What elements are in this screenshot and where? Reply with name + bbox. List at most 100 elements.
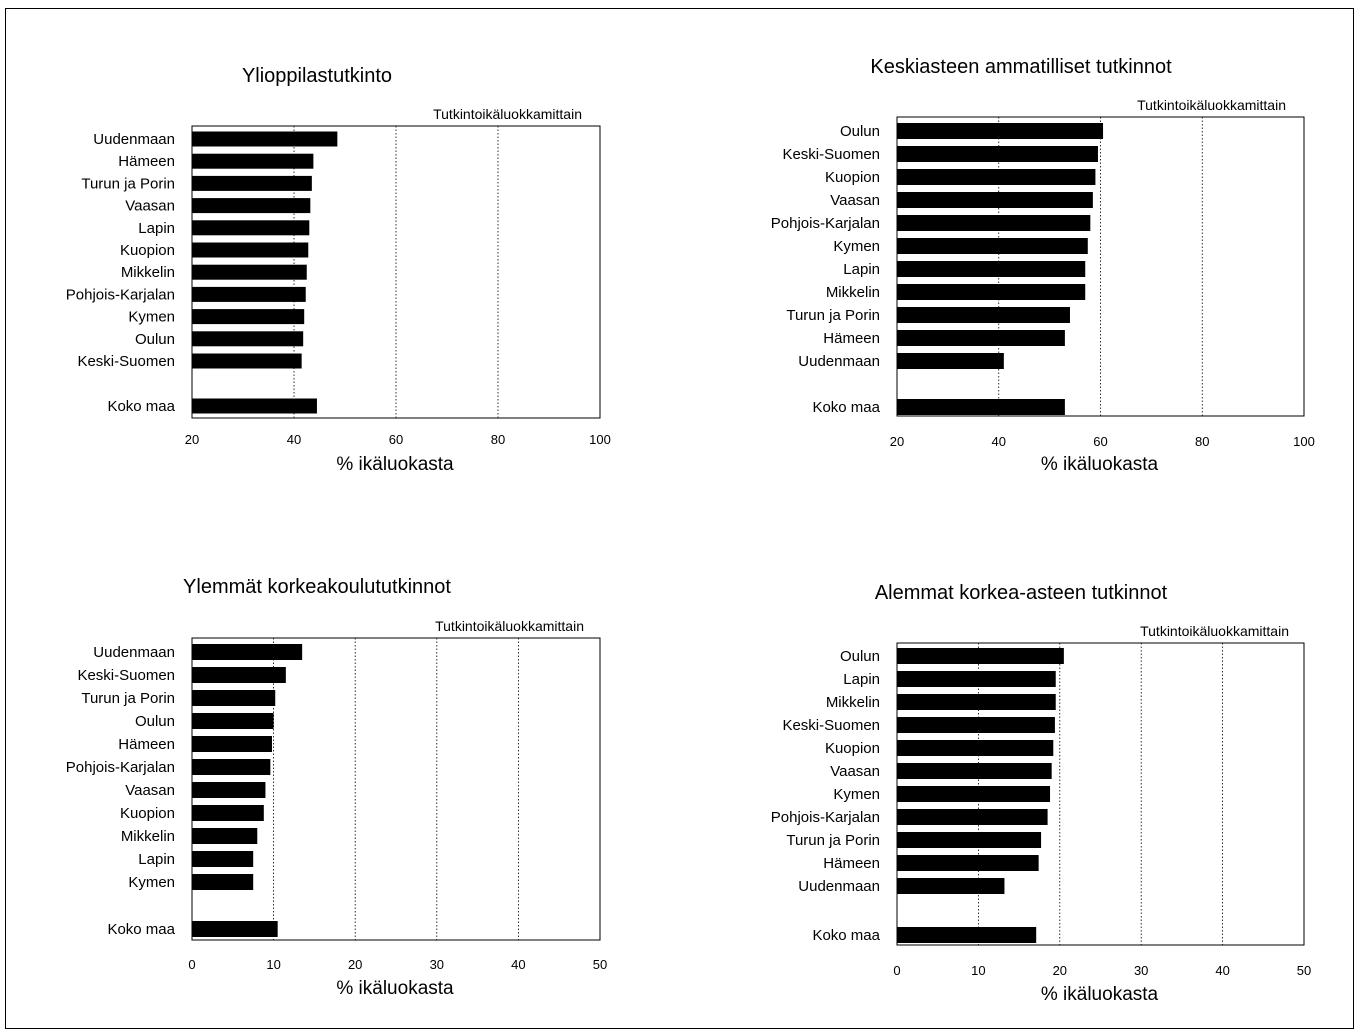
chart-1-x-tick-label-3: 80 [1195, 434, 1209, 449]
chart-0-bar-11 [192, 398, 317, 414]
chart-0-bar-2 [192, 175, 312, 191]
chart-1-bar-0 [897, 123, 1104, 139]
chart-0-x-tick-label-4: 100 [589, 432, 611, 447]
chart-1-x-tick-label-4: 100 [1293, 434, 1315, 449]
chart-3-bar-2 [897, 694, 1056, 710]
chart-0-bar-3 [192, 198, 311, 214]
chart-3-bar-7 [897, 809, 1048, 825]
chart-0-x-tick-label-2: 60 [389, 432, 403, 447]
chart-1-category-label-0: Oulun [840, 123, 880, 140]
chart-2-bar-2 [192, 690, 276, 706]
chart-2-bar-4 [192, 736, 272, 752]
chart-3-bar-1 [897, 671, 1056, 687]
chart-3-category-label-3: Keski-Suomen [782, 717, 880, 734]
chart-3-bar-4 [897, 740, 1054, 756]
chart-1-category-label-4: Pohjois-Karjalan [771, 215, 880, 232]
chart-0-x-tick-label-3: 80 [491, 432, 505, 447]
chart-2-subtitle: Tutkintoikäluokkamittain [435, 618, 584, 634]
chart-1-bar-2 [897, 169, 1096, 185]
chart-2-plot-frame [191, 637, 601, 941]
chart-1-category-label-9: Hämeen [823, 330, 880, 347]
chart-0-category-label-9: Oulun [135, 331, 175, 348]
chart-2-bar-3 [192, 713, 274, 729]
chart-2-category-label-3: Oulun [135, 713, 175, 730]
chart-3-x-axis-label: % ikäluokasta [1041, 984, 1159, 1005]
chart-1-category-label-5: Kymen [833, 238, 880, 255]
chart-0-category-label-8: Kymen [128, 309, 175, 326]
chart-2-category-label-8: Mikkelin [121, 828, 175, 845]
chart-3-bar-5 [897, 763, 1052, 779]
chart-1-bar-11 [897, 399, 1065, 415]
chart-2-bar-9 [192, 851, 254, 867]
chart-2-x-tick-label-1: 10 [266, 957, 280, 972]
chart-1-category-label-3: Vaasan [830, 192, 880, 209]
chart-3-category-label-4: Kuopion [825, 740, 880, 757]
chart-0-x-axis-label: % ikäluokasta [336, 454, 454, 475]
chart-1-category-label-1: Keski-Suomen [782, 146, 880, 163]
chart-2-category-label-2: Turun ja Porin [81, 690, 175, 707]
page-frame [5, 8, 1354, 1029]
chart-3-category-label-11: Koko maa [812, 927, 880, 944]
chart-3-plot-frame [896, 642, 1305, 946]
chart-1-subtitle: Tutkintoikäluokkamittain [1137, 97, 1286, 113]
chart-2-x-tick-label-5: 50 [593, 957, 607, 972]
chart-2-x-tick-label-0: 0 [188, 957, 195, 972]
chart-2-x-tick-label-2: 20 [348, 957, 362, 972]
chart-3-category-label-1: Lapin [843, 671, 880, 688]
chart-3-category-label-6: Kymen [833, 786, 880, 803]
chart-0-bar-7 [192, 286, 306, 302]
chart-0-category-label-0: Uudenmaan [93, 131, 175, 148]
chart-2-category-label-6: Vaasan [125, 782, 175, 799]
chart-3-x-tick-label-0: 0 [893, 963, 900, 978]
chart-1-category-label-10: Uudenmaan [798, 353, 880, 370]
chart-0-plot-frame [191, 125, 601, 419]
chart-1-x-axis-label: % ikäluokasta [1041, 454, 1159, 475]
chart-1-bar-6 [897, 261, 1086, 277]
chart-0-category-label-6: Mikkelin [121, 264, 175, 281]
chart-1-x-tick-label-1: 40 [992, 434, 1006, 449]
chart-1-plot-frame [896, 116, 1305, 417]
chart-2-x-axis-label: % ikäluokasta [336, 978, 454, 999]
chart-2-bar-10 [192, 874, 254, 890]
chart-0-category-label-5: Kuopion [120, 242, 175, 259]
chart-1-category-label-6: Lapin [843, 261, 880, 278]
chart-3-bar-0 [897, 648, 1064, 664]
chart-2-category-label-5: Pohjois-Karjalan [66, 759, 175, 776]
chart-3-category-label-10: Uudenmaan [798, 878, 880, 895]
chart-0-category-label-7: Pohjois-Karjalan [66, 286, 175, 303]
chart-0-x-tick-label-0: 20 [185, 432, 199, 447]
chart-0-category-label-10: Keski-Suomen [77, 353, 175, 370]
chart-0-category-label-1: Hämeen [118, 153, 175, 170]
chart-2-bar-7 [192, 805, 264, 821]
chart-2-bar-1 [192, 667, 286, 683]
chart-3-title: Alemmat korkea-asteen tutkinnot [875, 582, 1168, 604]
chart-1-title: Keskiasteen ammatilliset tutkinnot [870, 56, 1172, 78]
chart-1-x-tick-label-2: 60 [1093, 434, 1107, 449]
chart-1-category-label-7: Mikkelin [826, 284, 880, 301]
chart-2-category-label-0: Uudenmaan [93, 644, 175, 661]
chart-0-bar-1 [192, 153, 314, 169]
chart-0-title: Ylioppilastutkinto [242, 65, 392, 87]
chart-3-bar-11 [897, 927, 1037, 943]
chart-3-bar-8 [897, 832, 1042, 848]
chart-3-category-label-5: Vaasan [830, 763, 880, 780]
chart-3-x-tick-label-4: 40 [1215, 963, 1229, 978]
chart-2-bar-5 [192, 759, 271, 775]
chart-2-bar-11 [192, 921, 278, 937]
chart-1-bar-9 [897, 330, 1065, 346]
chart-0-x-tick-label-1: 40 [287, 432, 301, 447]
chart-3-category-label-0: Oulun [840, 648, 880, 665]
chart-2-title: Ylemmät korkeakoulututkinnot [183, 576, 451, 598]
chart-3-bar-3 [897, 717, 1055, 733]
chart-3-x-tick-label-3: 30 [1134, 963, 1148, 978]
chart-2-x-tick-label-4: 40 [511, 957, 525, 972]
chart-0-bar-6 [192, 264, 307, 280]
chart-0-category-label-11: Koko maa [107, 398, 175, 415]
chart-1-category-label-11: Koko maa [812, 399, 880, 416]
chart-2-category-label-10: Kymen [128, 874, 175, 891]
chart-1-bar-4 [897, 215, 1091, 231]
chart-1-bar-5 [897, 238, 1088, 254]
chart-0-bar-8 [192, 309, 305, 325]
chart-0-bar-0 [192, 131, 338, 147]
